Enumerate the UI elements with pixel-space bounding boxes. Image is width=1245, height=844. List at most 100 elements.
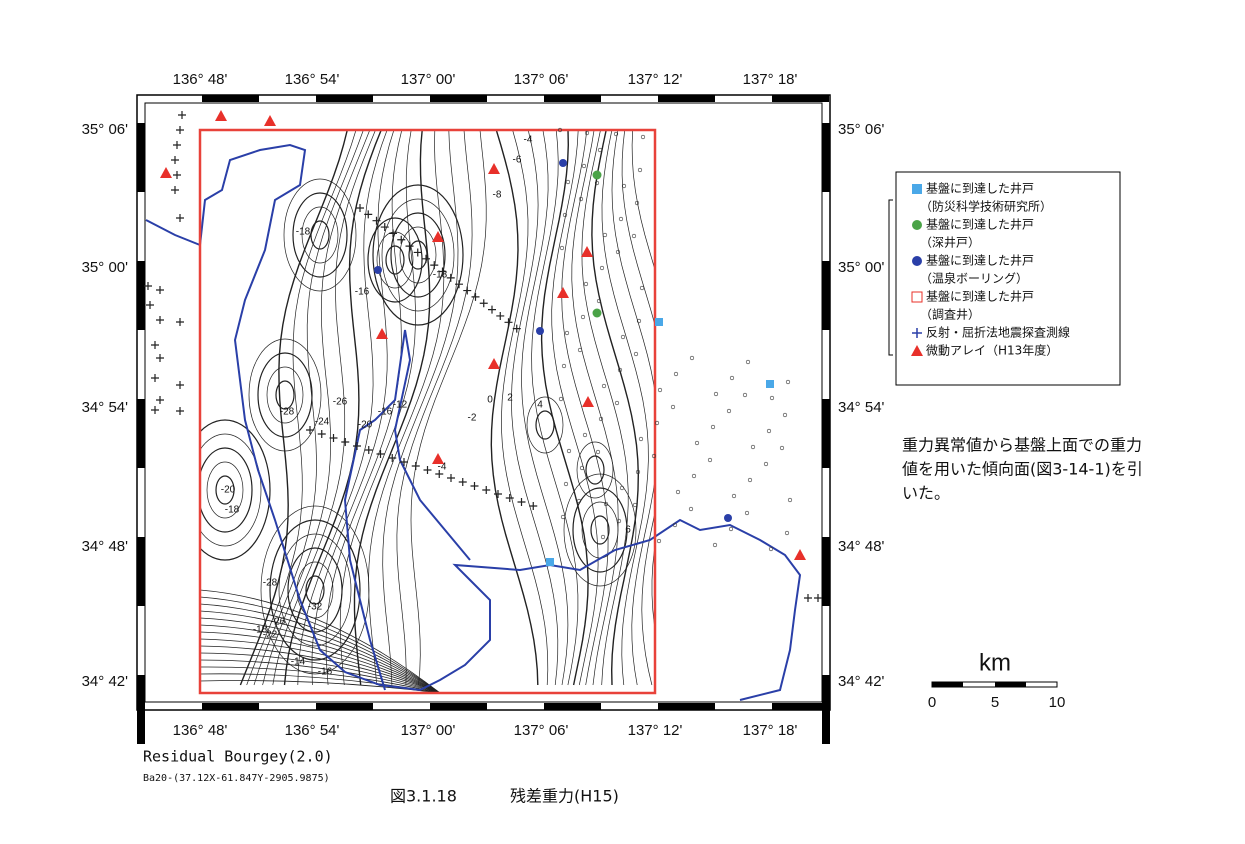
note-line: いた。	[902, 484, 950, 503]
contour-line	[200, 610, 441, 693]
tremor-array	[557, 287, 569, 298]
contour-line	[376, 231, 414, 289]
contour-line	[531, 130, 579, 686]
station	[710, 424, 716, 430]
station	[640, 134, 646, 140]
contour-line	[248, 338, 322, 452]
contour-line	[200, 596, 441, 693]
lat-label: 34° 54'	[82, 399, 129, 416]
station	[615, 249, 621, 255]
contour-line	[535, 410, 555, 440]
contour-label: -20	[221, 485, 236, 496]
station	[598, 416, 604, 422]
station	[637, 167, 643, 173]
frame-bar	[544, 95, 601, 102]
station	[747, 477, 753, 483]
lat-label: 34° 48'	[82, 538, 129, 555]
scale-tick: 0	[928, 694, 936, 711]
legend-symbol	[911, 291, 923, 303]
contour-line	[591, 130, 640, 686]
lon-label: 137° 06'	[514, 71, 569, 88]
contour-line	[551, 130, 599, 686]
contour-line	[200, 645, 441, 693]
contour-line	[576, 441, 614, 499]
station	[584, 130, 590, 136]
station	[768, 546, 774, 552]
contour-line	[200, 603, 441, 693]
station	[603, 501, 609, 507]
lon-label: 137° 12'	[628, 71, 683, 88]
survey-cross	[176, 407, 184, 415]
contour-line	[563, 473, 637, 587]
contour-line	[571, 130, 619, 686]
station	[766, 428, 772, 434]
contour-line	[269, 519, 361, 661]
survey-cross	[376, 450, 385, 458]
lon-label: 137° 00'	[401, 71, 456, 88]
coastline	[145, 143, 802, 701]
survey-cross	[488, 305, 496, 314]
scale-bar	[995, 682, 1026, 687]
contour-label: -14	[291, 657, 306, 668]
frame-bar	[658, 95, 715, 102]
station	[639, 285, 645, 291]
legend-label: 微動アレイ（H13年度）	[926, 343, 1058, 358]
contour-line	[246, 130, 357, 686]
nied-well	[655, 318, 663, 326]
note-line: 値を用いた傾向面(図3-14-1)を引	[902, 460, 1143, 479]
frame-bar	[137, 261, 145, 330]
contour-label: 2	[507, 393, 513, 404]
station	[613, 131, 619, 137]
contour-line	[305, 575, 325, 605]
survey-cross	[176, 318, 184, 326]
frame-bar	[822, 675, 830, 744]
station	[559, 245, 565, 251]
tremor-array	[581, 246, 593, 257]
survey-cross	[482, 486, 491, 494]
survey-cross	[171, 156, 179, 164]
survey-cross	[173, 171, 181, 179]
frame-bar	[137, 399, 145, 468]
station	[594, 180, 600, 186]
survey-cross	[447, 474, 455, 482]
station	[675, 489, 681, 495]
station	[779, 445, 785, 451]
station	[616, 518, 622, 524]
contour-line	[200, 638, 441, 693]
station	[563, 481, 569, 487]
lat-label: 34° 42'	[838, 673, 885, 690]
survey-cross	[413, 248, 422, 257]
station	[670, 404, 676, 410]
map-inner-frame	[144, 102, 823, 703]
frame-bar	[137, 537, 145, 606]
contour-line	[253, 130, 364, 686]
contour-line	[382, 130, 459, 686]
station	[620, 334, 626, 340]
station	[557, 127, 563, 133]
tremor-array	[488, 358, 500, 369]
station	[656, 538, 662, 544]
station	[744, 510, 750, 516]
survey-cross	[405, 242, 414, 251]
contour-label: -6	[513, 155, 522, 166]
contour-line	[257, 352, 313, 438]
tremor-array	[432, 231, 444, 242]
survey-cross	[504, 318, 513, 327]
contour-label: -18	[253, 625, 268, 636]
station	[619, 485, 625, 491]
frame-bar	[658, 703, 715, 710]
lon-label: 137° 18'	[743, 71, 798, 88]
contour-line	[385, 245, 405, 275]
contour-label: -16	[378, 407, 393, 418]
tremor-array	[794, 549, 806, 560]
figure-number: 図3.1.18	[390, 787, 457, 806]
contour-label: -18	[225, 505, 240, 516]
survey-cross	[389, 229, 397, 238]
survey-cross	[156, 354, 164, 362]
hot-spring-well	[536, 327, 544, 335]
hot-spring-well	[724, 514, 732, 522]
contour-label: -8	[493, 190, 502, 201]
contour-line	[272, 130, 376, 686]
contour-line	[275, 380, 295, 410]
